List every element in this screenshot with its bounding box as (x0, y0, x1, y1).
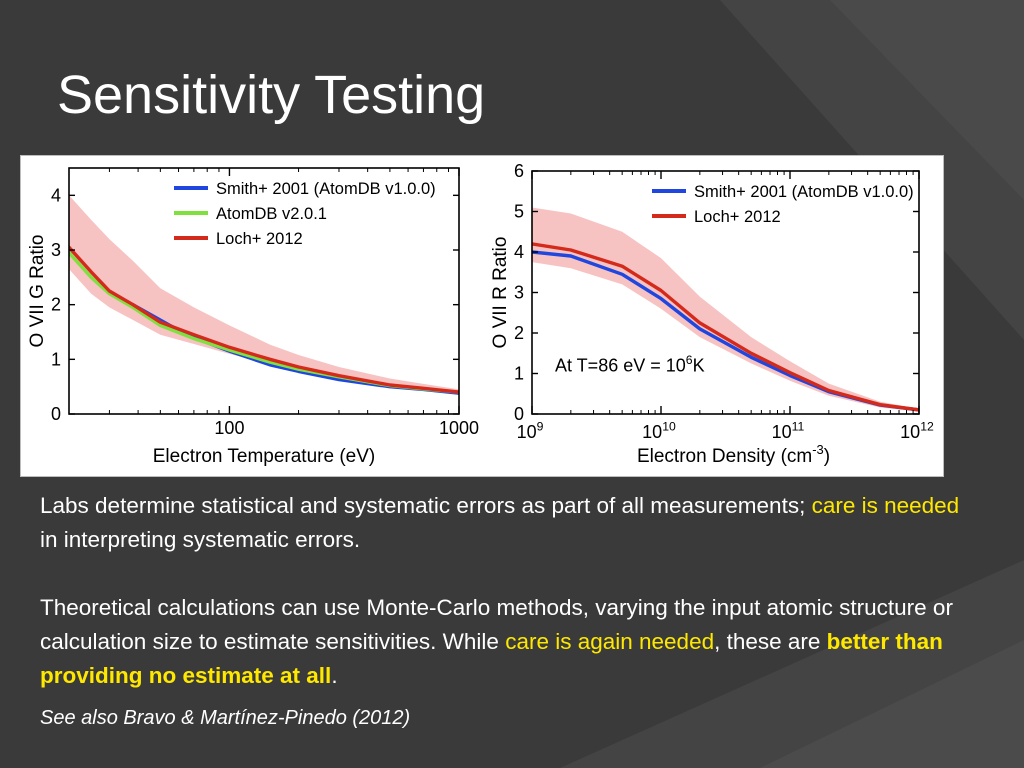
left-chart-y-tick-label: 0 (51, 404, 61, 424)
right-chart-legend-label-0: Smith+ 2001 (AtomDB v1.0.0) (694, 183, 914, 201)
left-chart-x-tick-label: 100 (214, 418, 244, 438)
paragraph-errors-text: Labs determine statistical and systemati… (40, 493, 812, 518)
right-chart-y-tick-label: 3 (514, 283, 524, 303)
figure-panel: 0 1 2 3 4 100 1000 Electron Temperature (eV) O V… (20, 155, 944, 477)
right-chart-x-tick-label: 109 (517, 419, 544, 442)
right-chart-y-tick-label: 0 (514, 404, 524, 424)
paragraph-theory-bold-highlight: better than providing no estimate at all (40, 629, 943, 688)
slide-title: Sensitivity Testing (57, 65, 486, 125)
right-chart-x-tick-label: 1012 (900, 419, 934, 442)
right-chart-x-axis-title: Electron Density (cm-3) (637, 442, 830, 467)
left-chart-y-axis-title: O VII G Ratio (27, 235, 48, 348)
left-chart-y-tick-label: 3 (51, 240, 61, 260)
left-chart-legend-label-0: Smith+ 2001 (AtomDB v1.0.0) (216, 180, 436, 198)
left-chart-uncertainty-band (69, 195, 459, 394)
right-chart-series-line-1 (532, 242, 919, 412)
right-chart-y-tick-label: 1 (514, 364, 524, 384)
paragraph-errors-text-end: in interpreting systematic errors. (40, 527, 361, 552)
reference-note: See also Bravo & Martínez-Pinedo (2012) (40, 707, 411, 729)
paragraph-errors: Labs determine statistical and systemati… (40, 489, 965, 557)
right-chart-y-axis-title: O VII R Ratio (490, 237, 511, 349)
right-chart-y-tick-label: 5 (514, 202, 524, 222)
right-chart-x-tick-label: 1011 (772, 419, 805, 442)
paragraph-theory-text: Theoretical calculations can use Monte-C… (40, 595, 953, 654)
right-chart-annotation: At T=86 eV = 106K (555, 353, 705, 376)
right-chart-legend-label-1: Loch+ 2012 (694, 208, 781, 226)
paragraph-theory-text-end: . (331, 663, 338, 688)
left-chart-series-line-2 (69, 245, 459, 394)
right-chart-y-tick-label: 4 (514, 242, 524, 262)
left-chart-legend-label-1: AtomDB v2.0.1 (216, 205, 327, 223)
left-chart-y-tick-label: 1 (51, 349, 61, 369)
charts-svg: 0 1 2 3 4 100 1000 Electron Temperature (eV) O V… (27, 161, 934, 467)
paragraph-theory-text-mid: , these are (714, 629, 827, 654)
right-chart-y-tick-label: 2 (514, 323, 524, 343)
left-chart-frame (68, 167, 460, 415)
left-chart-y-tick-label: 4 (51, 185, 61, 205)
paragraph-theory: Theoretical calculations can use Monte-C… (40, 591, 965, 693)
left-chart-x-tick-label: 1000 (439, 418, 479, 438)
left-chart-x-axis-title: Electron Temperature (eV) (153, 446, 375, 467)
right-chart-x-tick-label: 1010 (642, 419, 676, 442)
right-chart-y-tick-label: 6 (514, 161, 524, 181)
left-chart-legend-label-2: Loch+ 2012 (216, 230, 303, 248)
paragraph-errors-highlight: care is needed (811, 493, 960, 518)
paragraph-theory-highlight: care is again needed (505, 629, 715, 654)
right-chart-uncertainty-band (532, 207, 919, 412)
left-chart-y-tick-label: 2 (51, 295, 61, 315)
